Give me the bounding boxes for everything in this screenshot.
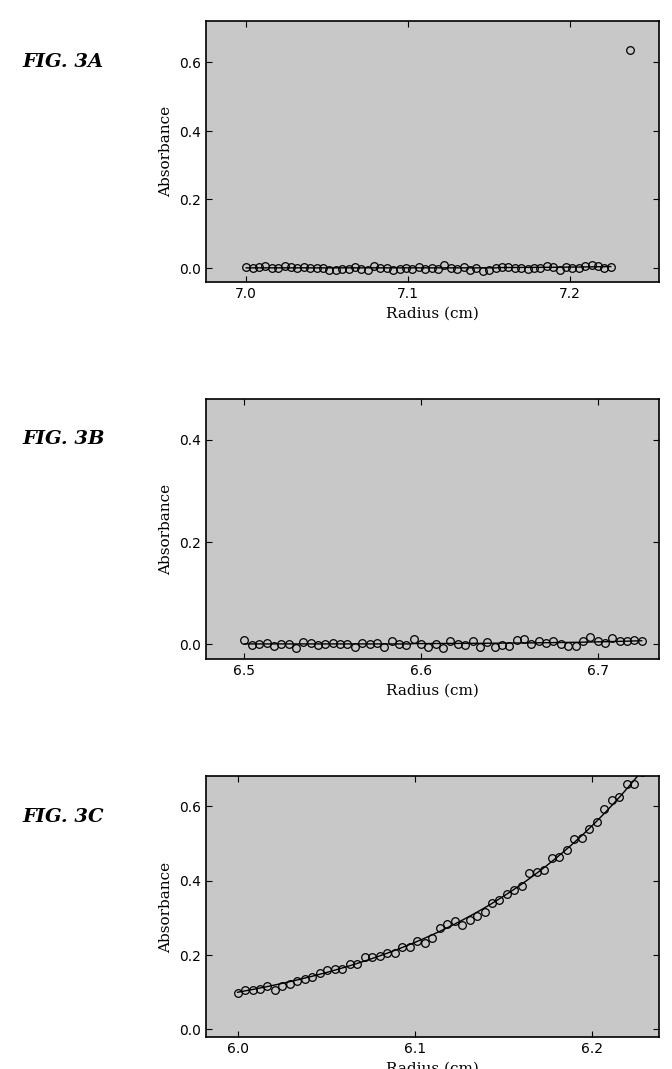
Text: FIG. 3C: FIG. 3C [22, 808, 103, 825]
X-axis label: Radius (cm): Radius (cm) [386, 1062, 478, 1069]
Y-axis label: Absorbance: Absorbance [159, 483, 173, 575]
X-axis label: Radius (cm): Radius (cm) [386, 684, 478, 698]
X-axis label: Radius (cm): Radius (cm) [386, 306, 478, 321]
Text: FIG. 3A: FIG. 3A [22, 52, 103, 71]
Y-axis label: Absorbance: Absorbance [159, 106, 173, 197]
Y-axis label: Absorbance: Absorbance [159, 862, 173, 952]
Text: FIG. 3B: FIG. 3B [22, 430, 105, 448]
